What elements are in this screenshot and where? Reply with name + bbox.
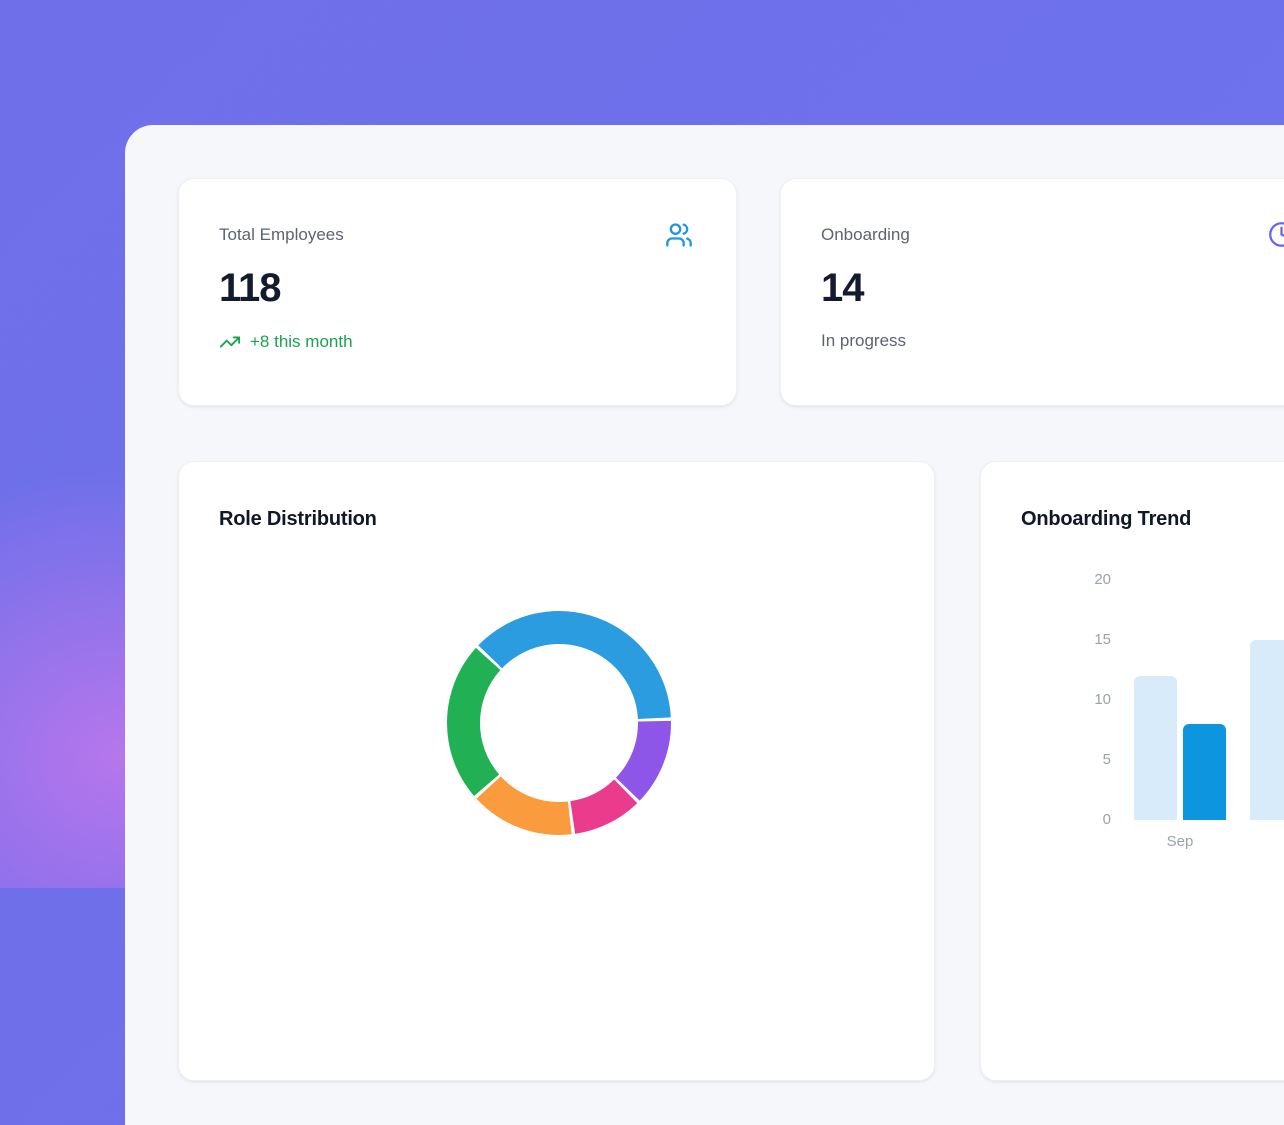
chart-title: Onboarding Trend <box>1021 508 1192 530</box>
donut-segment-pink <box>570 779 638 834</box>
role-distribution-donut-chart <box>446 610 672 836</box>
donut-segment-blue <box>478 610 671 719</box>
users-icon <box>665 221 693 249</box>
stat-trend-text: +8 this month <box>250 332 353 351</box>
x-axis-category-label: Sep <box>1166 833 1194 850</box>
stat-card-onboarding: Onboarding 14 In progress <box>780 178 1284 406</box>
stat-label: Total Employees <box>219 225 344 244</box>
bar-oct-light <box>1250 640 1284 820</box>
stat-card-header: Onboarding <box>821 221 1284 249</box>
stat-value: 14 <box>821 266 865 310</box>
stat-card-header: Total Employees <box>219 221 693 249</box>
stat-label: Onboarding <box>821 225 910 244</box>
stat-subtitle: In progress <box>821 331 907 350</box>
clock-icon <box>1268 221 1284 248</box>
role-distribution-card: Role Distribution <box>178 461 935 1081</box>
donut-segment-orange <box>476 776 572 836</box>
onboarding-trend-bar-chart: 0 5 10 15 20 Sep Oct <box>981 462 1284 1082</box>
y-axis-tick-label: 20 <box>1094 571 1111 588</box>
onboarding-trend-card: Onboarding Trend 0 5 10 15 20 Sep Oct <box>980 461 1284 1081</box>
y-axis-tick-label: 15 <box>1094 631 1111 648</box>
stat-card-total-employees: Total Employees 118 +8 this month <box>178 178 737 406</box>
x-axis-category-label: Oct <box>1256 832 1284 852</box>
stat-trend: +8 this month <box>219 331 693 353</box>
y-axis-tick-label: 5 <box>1102 751 1111 768</box>
stat-value: 118 <box>219 266 282 310</box>
donut-segment-purple <box>615 720 672 801</box>
dashboard-screen: { "theme": { "background": "#6e72ec", "b… <box>0 0 1284 1081</box>
y-axis-tick-label: 10 <box>1094 691 1111 708</box>
bar-sep-light <box>1134 676 1177 820</box>
dashboard-panel: Total Employees 118 +8 this month <box>125 125 1284 1125</box>
chart-title: Role Distribution <box>219 508 377 530</box>
donut-segment-green <box>446 647 501 797</box>
trending-up-icon <box>219 331 241 353</box>
bar-sep-dark <box>1183 724 1226 820</box>
y-axis-tick-label: 0 <box>1102 811 1111 828</box>
